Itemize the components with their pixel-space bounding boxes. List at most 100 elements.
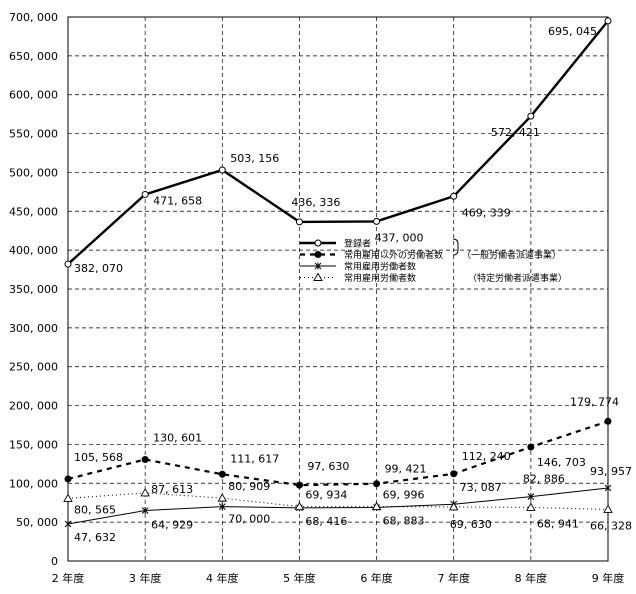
marker-open-triangle: [526, 502, 536, 511]
marker-filled-circle: [450, 470, 458, 478]
series-line-1: [67, 20, 609, 265]
x-tick-label: 7 年度: [437, 571, 470, 585]
x-tick-label: 4 年度: [206, 571, 239, 585]
y-tick-label: 50, 000: [16, 516, 58, 529]
marker-asterisk: [64, 520, 72, 528]
marker-open-triangle: [313, 272, 323, 281]
legend-entry: 登録者: [300, 238, 371, 250]
data-label: 69, 996: [383, 489, 425, 502]
y-tick-label: 550, 000: [9, 128, 58, 141]
y-tick-label: 150, 000: [9, 438, 58, 451]
data-label: 572, 421: [491, 126, 540, 139]
data-label: 99, 421: [385, 463, 427, 476]
marker-open-triangle: [63, 493, 73, 502]
marker-open-triangle: [294, 501, 305, 511]
marker-open-circle: [450, 192, 458, 200]
data-label: 105, 568: [74, 451, 123, 464]
data-label: 87, 613: [151, 483, 193, 496]
x-tick-label: 5 年度: [283, 571, 316, 585]
y-tick-label: 500, 000: [9, 166, 58, 179]
data-label: 112, 240: [462, 450, 511, 463]
marker-open-circle: [141, 190, 149, 198]
marker-open-circle: [314, 239, 322, 247]
data-label: 80, 565: [74, 503, 116, 516]
marker-filled-circle: [527, 443, 535, 451]
marker-open-circle: [218, 166, 226, 174]
data-label: 70, 000: [228, 513, 270, 526]
data-label: 146, 703: [537, 456, 586, 469]
y-tick-label: 700, 000: [9, 11, 58, 24]
marker-open-triangle: [140, 488, 150, 497]
data-label: 382, 070: [74, 262, 123, 275]
data-label: 69, 630: [450, 518, 492, 531]
x-tick-label: 2 年度: [52, 571, 85, 585]
data-label: 69, 934: [305, 489, 347, 502]
x-tick-label: 6 年度: [360, 571, 393, 585]
marker-open-triangle: [448, 501, 459, 511]
marker-open-circle: [373, 217, 381, 225]
y-tick-label: 100, 000: [9, 477, 58, 490]
marker-open-triangle: [603, 504, 613, 513]
y-tick-label: 650, 000: [9, 50, 58, 63]
legend-entry: 常用雇用労働者数: [300, 272, 416, 284]
data-label: 111, 617: [230, 452, 279, 465]
data-label: 130, 601: [153, 432, 202, 445]
y-tick-label: 300, 000: [9, 322, 58, 335]
legend-note-specific: （特定労働者派遣事業）: [468, 272, 567, 284]
x-tick-label: 8 年度: [515, 571, 548, 585]
data-label: 66, 328: [590, 519, 632, 532]
grid-lines: [68, 17, 608, 561]
marker-asterisk: [527, 493, 535, 501]
data-label: 97, 630: [307, 460, 349, 473]
data-label: 68, 416: [305, 515, 347, 528]
y-tick-label: 600, 000: [9, 89, 58, 102]
y-axis-ticks: 0 50, 000 100, 000 150, 000 200, 000 250, 000…: [9, 11, 58, 568]
marker-open-circle: [604, 17, 612, 25]
legend-note-general: （一般労働者派遣事業）: [462, 249, 561, 261]
data-labels: 382, 070 471, 658 503, 156 436, 336 437, 000…: [74, 25, 632, 544]
marker-asterisk: [218, 503, 226, 511]
y-tick-label: 450, 000: [9, 205, 58, 218]
data-label: 80, 909: [228, 480, 270, 493]
marker-filled-circle: [141, 456, 149, 464]
series-line-3: [67, 487, 609, 525]
marker-asterisk: [604, 484, 612, 492]
legend-entry: 常用雇用以外の労働者数: [300, 249, 443, 261]
legend-label: 登録者: [344, 238, 371, 250]
marker-open-triangle: [217, 493, 228, 502]
marker-filled-circle: [373, 480, 381, 488]
data-label: 503, 156: [230, 152, 279, 165]
y-tick-label: 0: [51, 555, 58, 568]
legend-brace: [452, 238, 459, 256]
marker-filled-circle: [314, 251, 322, 258]
data-label: 68, 883: [383, 514, 425, 527]
series-line-2: [67, 420, 609, 487]
data-label: 73, 087: [460, 481, 502, 494]
plot-frame: [67, 16, 609, 562]
marker-open-circle: [295, 218, 303, 226]
marker-filled-circle: [64, 475, 72, 483]
data-label: 47, 632: [74, 531, 116, 544]
data-label: 93, 957: [590, 465, 632, 478]
data-label: 82, 886: [523, 473, 565, 486]
y-tick-label: 350, 000: [9, 283, 58, 296]
data-label: 436, 336: [291, 196, 340, 209]
y-tick-label: 200, 000: [9, 400, 58, 413]
y-tick-label: 250, 000: [9, 361, 58, 374]
data-label: 695, 045: [548, 25, 597, 38]
data-label: 437, 000: [375, 231, 424, 244]
data-label: 471, 658: [153, 194, 202, 207]
marker-filled-circle: [604, 417, 612, 425]
marker-asterisk: [141, 507, 149, 515]
legend-entry: 常用雇用労働者数: [300, 261, 416, 273]
data-label: 64, 929: [151, 519, 193, 532]
marker-open-circle: [527, 112, 535, 120]
legend-label: 常用雇用労働者数: [344, 261, 416, 273]
legend-label: 常用雇用労働者数: [344, 272, 416, 284]
data-label: 179, 774: [570, 395, 619, 408]
series-group: [63, 17, 613, 528]
marker-filled-circle: [218, 470, 226, 478]
x-axis-ticks: 2 年度 3 年度 4 年度 5 年度 6 年度 7 年度 8 年度 9 年度: [52, 571, 625, 585]
